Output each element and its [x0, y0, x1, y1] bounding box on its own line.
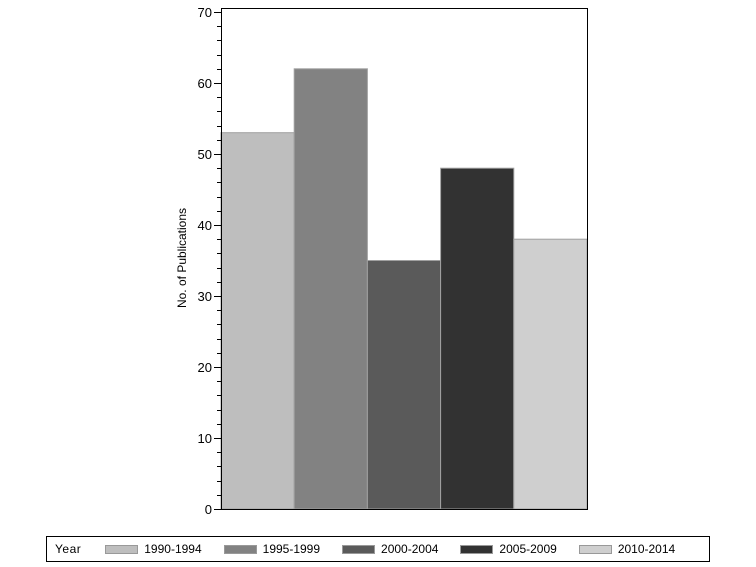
bar-1990-1994	[220, 132, 295, 510]
legend-item: 1990-1994	[105, 542, 202, 556]
y-tick-label: 50	[198, 147, 212, 162]
y-tick-label: 10	[198, 431, 212, 446]
bar-1995-1999	[293, 68, 368, 510]
legend-swatch	[578, 544, 612, 554]
legend-label: 2005-2009	[499, 542, 557, 556]
legend-item: 2000-2004	[342, 542, 438, 556]
y-tick-label: 60	[198, 76, 212, 91]
y-tick-label: 70	[198, 5, 212, 20]
plot-frame	[221, 8, 588, 510]
bar-2000-2004	[366, 260, 442, 510]
y-tick-label: 30	[198, 289, 212, 304]
bar-2010-2014	[513, 238, 588, 510]
bars-group	[220, 68, 588, 510]
legend-label: 1995-1999	[262, 542, 321, 556]
y-tick-label: 0	[205, 502, 212, 517]
legend-label: 2000-2004	[381, 542, 439, 556]
bar-2005-2009	[440, 167, 515, 510]
legend: Year 1990-1994 1995-1999 2000-2004 2005-200…	[46, 536, 710, 562]
y-tick-label: 20	[198, 360, 212, 375]
legend-label: 2010-2014	[617, 542, 676, 556]
legend-item: 2010-2014	[578, 542, 676, 556]
y-axis: 0 10 20 30 40 50 60 70	[198, 5, 221, 517]
legend-title: Year	[55, 542, 82, 556]
legend-swatch	[223, 544, 257, 554]
y-axis-label: No. of Publications	[175, 208, 189, 308]
legend-item: 2005-2009	[460, 542, 557, 556]
legend-item: 1995-1999	[223, 542, 321, 556]
legend-swatch	[342, 544, 376, 554]
legend-label: 1990-1994	[144, 542, 202, 556]
y-tick-label: 40	[198, 218, 212, 233]
legend-swatch	[460, 544, 494, 554]
legend-swatch	[105, 544, 139, 554]
